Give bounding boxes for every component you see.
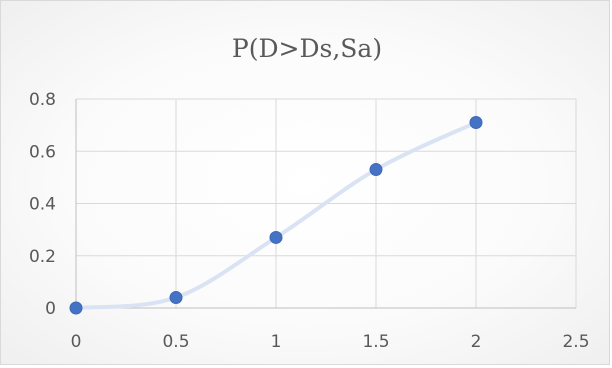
x-tick-label: 0.5 bbox=[162, 332, 189, 352]
axis-layer bbox=[75, 99, 576, 309]
x-tick-label: 2.5 bbox=[562, 332, 589, 352]
data-point bbox=[369, 163, 383, 177]
data-point bbox=[69, 301, 83, 315]
y-tick-label: 0 bbox=[45, 299, 56, 319]
data-point bbox=[269, 230, 283, 244]
y-tick-label: 0.4 bbox=[29, 195, 56, 215]
marker-layer bbox=[69, 116, 483, 315]
x-tick-label: 0 bbox=[71, 332, 82, 352]
grid-layer bbox=[76, 98, 577, 308]
data-point bbox=[469, 116, 483, 130]
y-tick-label: 0.8 bbox=[29, 90, 56, 110]
y-tick-label: 0.6 bbox=[29, 142, 56, 162]
x-tick-label: 1 bbox=[271, 332, 282, 352]
y-tick-label: 0.2 bbox=[29, 247, 56, 267]
chart-title: P(D>Ds,Sa) bbox=[232, 34, 382, 63]
x-tick-label: 1.5 bbox=[362, 332, 389, 352]
tick-label-layer: 0 0.2 0.4 0.6 0.8 0 0.5 1 1.5 2 2.5 bbox=[29, 90, 590, 352]
x-tick-label: 2 bbox=[471, 332, 482, 352]
data-point bbox=[169, 291, 183, 305]
